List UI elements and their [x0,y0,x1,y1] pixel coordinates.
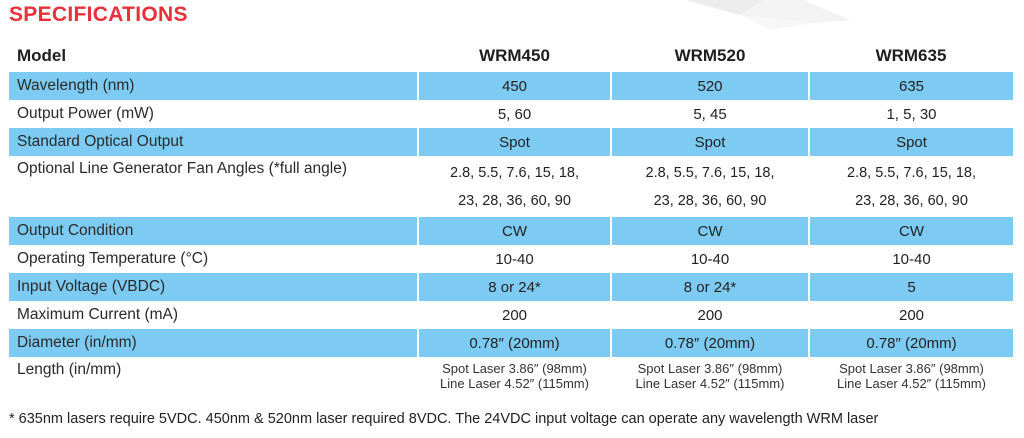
cell-value: Spot [417,128,611,156]
cell-value: Spot Laser 3.86″ (98mm) Line Laser 4.52″ … [808,357,1013,403]
cell-value: 0.78″ (20mm) [808,329,1013,357]
cell-value: 10-40 [417,245,611,273]
cell-line: Spot Laser 3.86″ (98mm) [839,361,984,376]
cell-value: Spot Laser 3.86″ (98mm) Line Laser 4.52″ … [417,357,611,403]
row-label: Standard Optical Output [9,128,418,156]
specifications-table: Model WRM450 WRM520 WRM635 Wavelength (n… [9,40,1013,403]
row-label: Operating Temperature (°C) [17,250,209,267]
cell-value: Spot [808,128,1013,156]
table-row-output-condition: Output Condition CW CW CW [9,217,1013,245]
cell-value: 8 or 24* [610,273,809,301]
table-row-length: Length (in/mm) Spot Laser 3.86″ (98mm) Li… [9,357,1013,403]
cell-value: 200 [417,301,611,329]
cell-value: CW [610,217,809,245]
table-row-diameter: Diameter (in/mm) 0.78″ (20mm) 0.78″ (20m… [9,329,1013,357]
footnote: * 635nm lasers require 5VDC. 450nm & 520… [9,411,879,427]
cell-value: 10-40 [808,245,1013,273]
cell-value: 0.78″ (20mm) [610,329,809,357]
header-model-label: Model [17,46,67,65]
cell-value: 0.78″ (20mm) [417,329,611,357]
cell-value: 8 or 24* [417,273,611,301]
cell-value: Spot [610,128,809,156]
table-row-fan-angles: Optional Line Generator Fan Angles (*ful… [9,156,1013,217]
row-label: Output Power (mW) [17,105,154,122]
cell-line: 23, 28, 36, 60, 90 [458,192,571,209]
header-model-wrm450: WRM450 [479,46,550,65]
table-row-optical-output: Standard Optical Output Spot Spot Spot [9,128,1013,156]
cell-line: 2.8, 5.5, 7.6, 15, 18, [645,164,775,181]
cell-line: 23, 28, 36, 60, 90 [855,192,968,209]
cell-line: Spot Laser 3.86″ (98mm) [442,361,587,376]
row-label: Output Condition [9,217,418,245]
cell-line: Spot Laser 3.86″ (98mm) [637,361,783,376]
header-model-wrm635: WRM635 [875,46,947,65]
row-label: Maximum Current (mA) [17,306,179,323]
decorative-polygon-graphic [686,0,850,30]
table-row-output-power: Output Power (mW) 5, 60 5, 45 1, 5, 30 [9,100,1013,128]
row-label: Length (in/mm) [17,361,122,378]
table-header-row: Model WRM450 WRM520 WRM635 [9,40,1013,72]
row-label: Wavelength (nm) [9,72,418,100]
cell-value: 1, 5, 30 [808,100,1013,128]
table-row-input-voltage: Input Voltage (VBDC) 8 or 24* 8 or 24* 5 [9,273,1013,301]
cell-line: Line Laser 4.52″ (115mm) [440,376,589,391]
cell-line: Line Laser 4.52″ (115mm) [635,376,785,391]
table-row-wavelength: Wavelength (nm) 450 520 635 [9,72,1013,100]
cell-value: 5, 45 [610,100,809,128]
cell-value: Spot Laser 3.86″ (98mm) Line Laser 4.52″ … [610,357,809,403]
header-model-wrm520: WRM520 [674,46,746,65]
cell-value: CW [808,217,1013,245]
row-label: Input Voltage (VBDC) [9,273,418,301]
cell-value: CW [417,217,611,245]
row-label: Diameter (in/mm) [9,329,418,357]
cell-value: 200 [808,301,1013,329]
cell-value: 450 [417,72,611,100]
row-label: Optional Line Generator Fan Angles (*ful… [17,160,348,177]
cell-value: 635 [808,72,1013,100]
cell-line: Line Laser 4.52″ (115mm) [837,376,986,391]
cell-line: 23, 28, 36, 60, 90 [653,192,767,209]
table-row-operating-temperature: Operating Temperature (°C) 10-40 10-40 1… [9,245,1013,273]
cell-value: 520 [610,72,809,100]
cell-value: 5 [808,273,1013,301]
cell-value: 2.8, 5.5, 7.6, 15, 18, 23, 28, 36, 60, 90 [417,156,611,217]
table-row-maximum-current: Maximum Current (mA) 200 200 200 [9,301,1013,329]
cell-value: 200 [610,301,809,329]
cell-value: 2.8, 5.5, 7.6, 15, 18, 23, 28, 36, 60, 90 [610,156,809,217]
cell-value: 2.8, 5.5, 7.6, 15, 18, 23, 28, 36, 60, 90 [808,156,1013,217]
cell-value: 5, 60 [417,100,611,128]
cell-line: 2.8, 5.5, 7.6, 15, 18, [450,164,579,181]
cell-value: 10-40 [610,245,809,273]
cell-line: 2.8, 5.5, 7.6, 15, 18, [847,164,976,181]
page-title: SPECIFICATIONS [9,3,188,26]
